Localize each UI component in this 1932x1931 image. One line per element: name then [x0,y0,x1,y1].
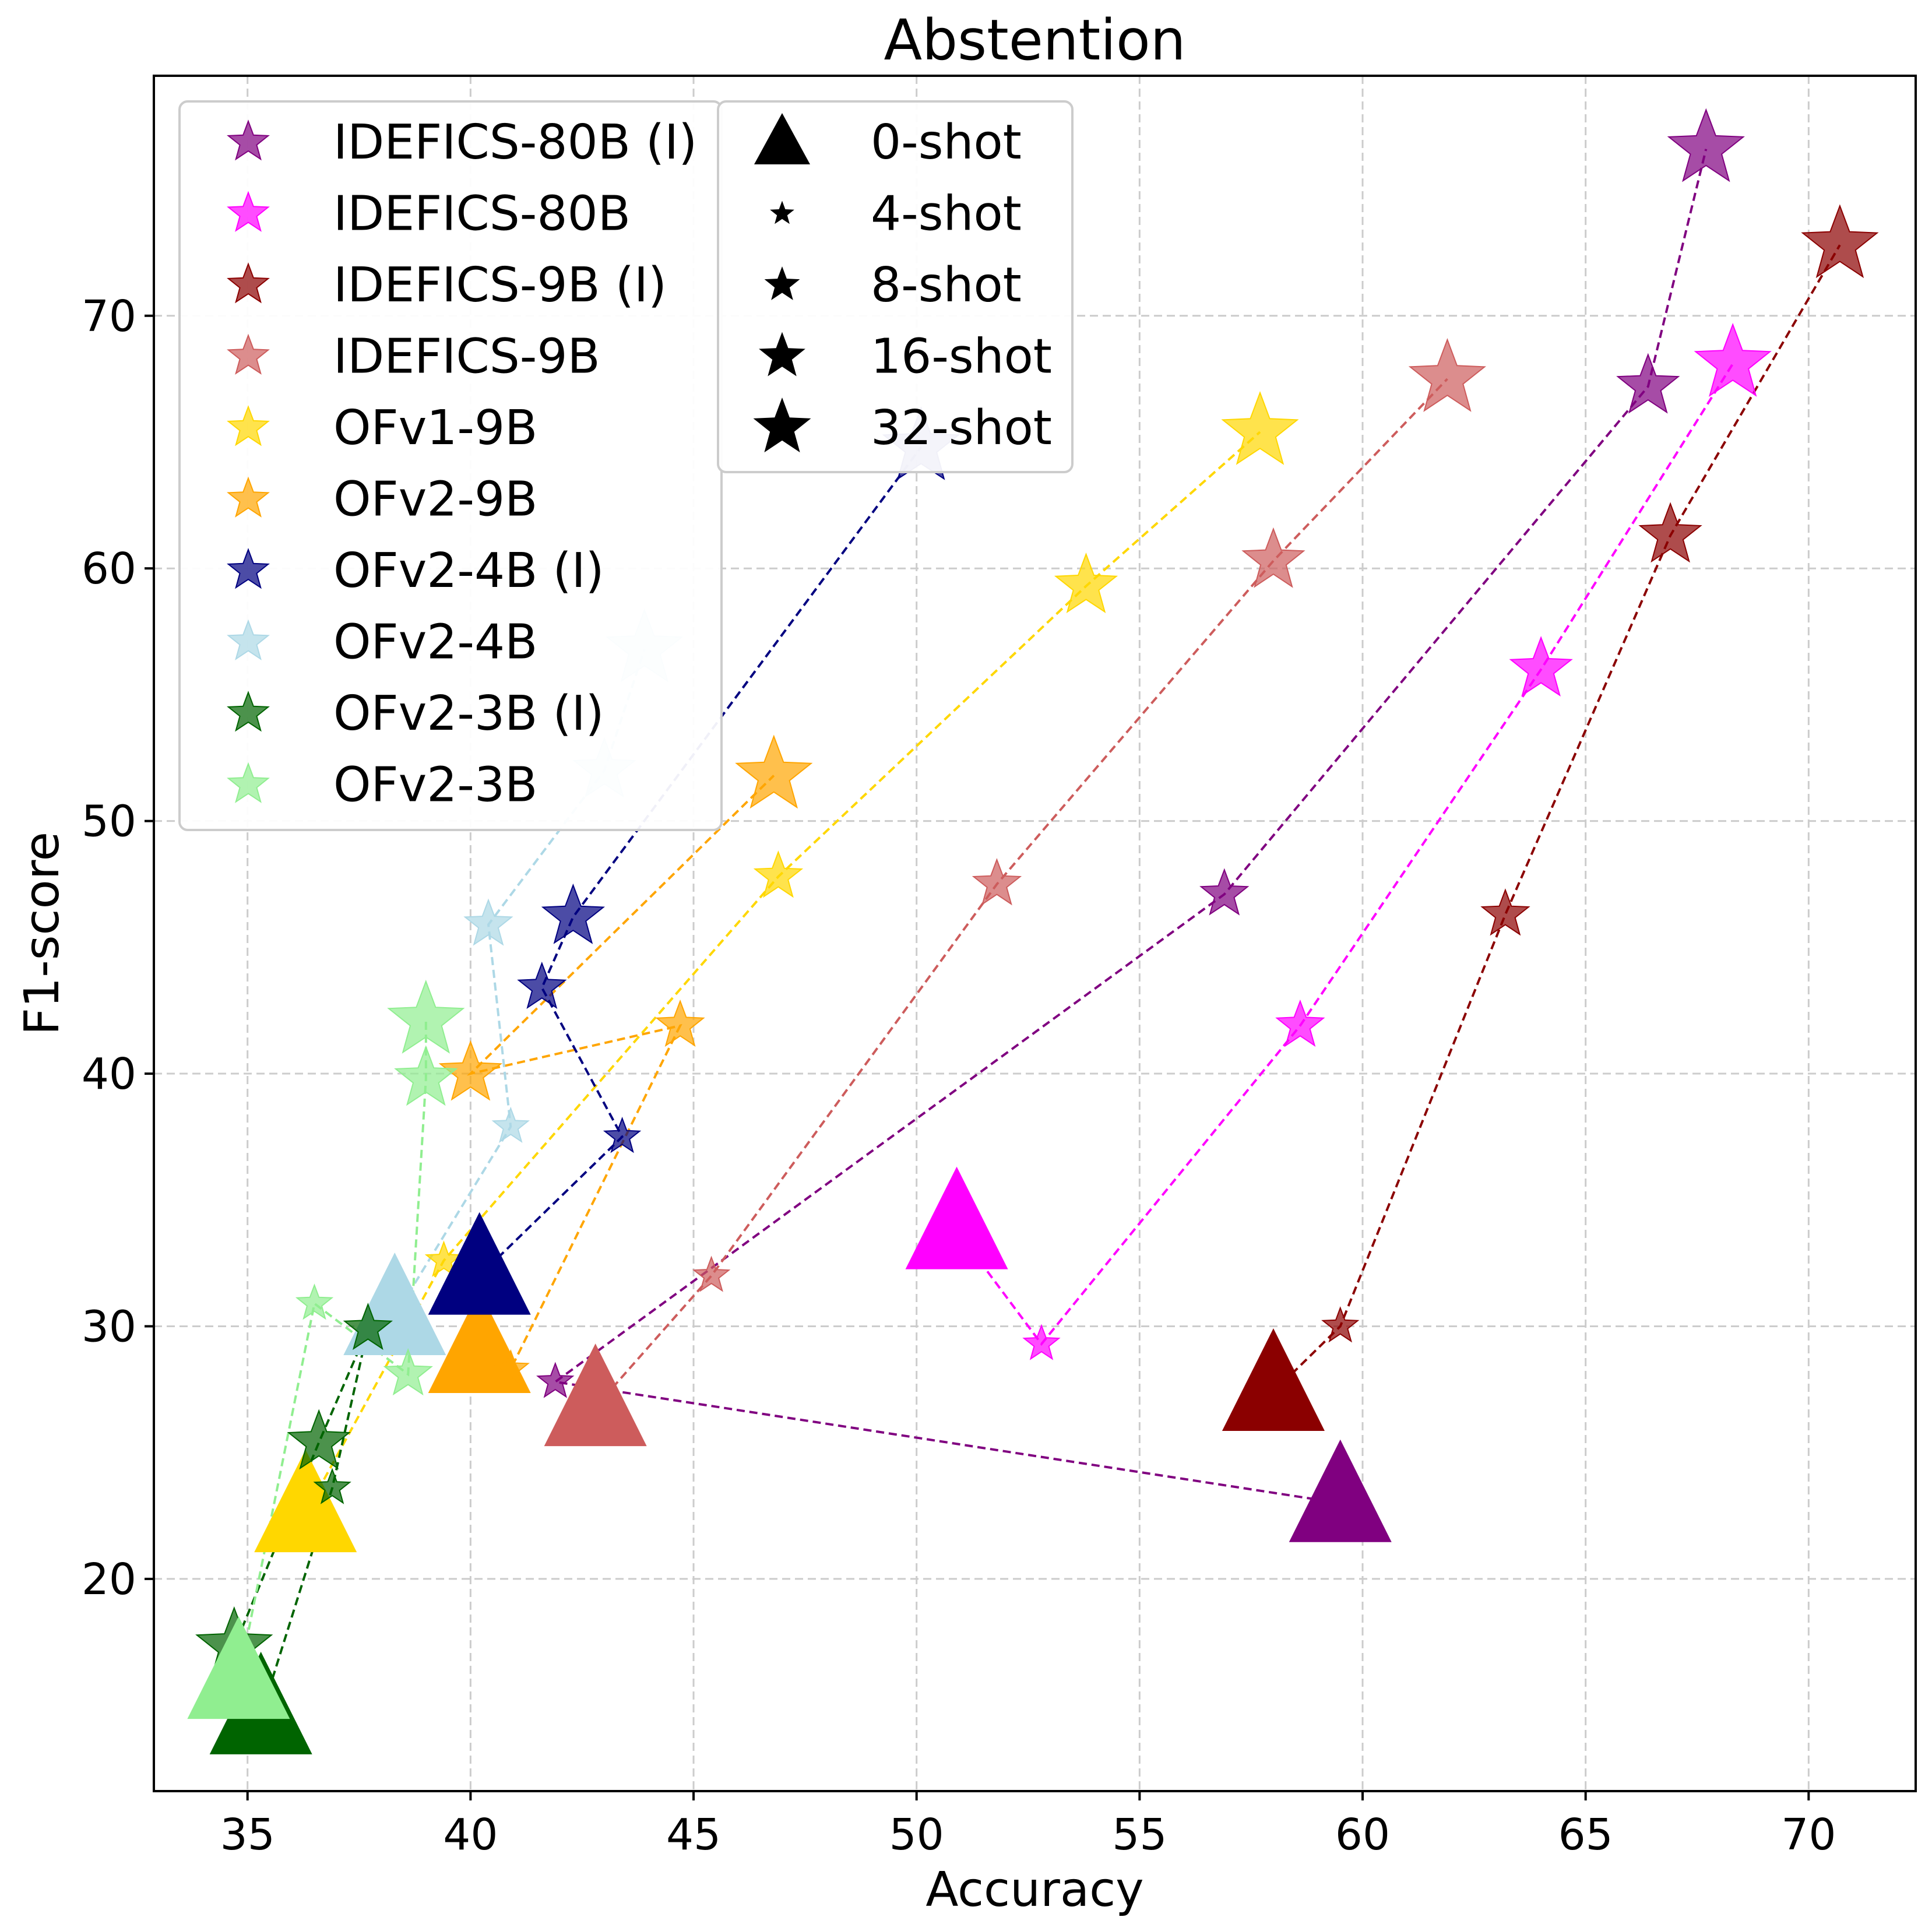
legend-marker-star-icon [227,119,270,161]
marker-ofv2-4b-i-4-shot [603,1117,642,1153]
marker-idefics-80b-0-shot [905,1166,1008,1269]
marker-ofv2-4b-8-shot [463,898,513,946]
marker-ofv2-3b-4-shot [295,1283,334,1320]
marker-ofv2-4b-i-8-shot [517,961,567,1010]
marker-idefics-80b-8-shot [1275,999,1325,1047]
marker-idefics-9b-8-shot [972,858,1022,906]
marker-idefics-9b-i-8-shot [1480,888,1530,936]
y-tick-label: 20 [82,1554,136,1605]
legend-marker-star-icon [227,476,270,518]
legend-shots: 0-shot 4-shot 8-shot 16-shot 32-shot [717,100,1074,473]
marker-ofv2-4b-i-0-shot [428,1212,531,1315]
x-tick-label: 40 [443,1810,498,1860]
legend-shot-label: 4-shot [871,187,1022,242]
legend-marker-star-icon [227,619,270,660]
legend-marker-star-icon [227,333,270,375]
legend-label: OFv1-9B [333,400,537,456]
legend-label: OFv2-3B (I) [333,686,604,741]
x-axis-label: Accuracy [925,1862,1143,1918]
marker-ofv2-3b-i-16-shot [287,1409,351,1470]
marker-idefics-9b-0-shot [544,1343,647,1447]
x-tick-label: 65 [1558,1810,1613,1860]
x-tick-label: 70 [1781,1810,1836,1860]
legend-triangle-icon [754,113,810,164]
legend-label: OFv2-9B [333,472,537,527]
legend-shot-label: 32-shot [871,400,1052,456]
marker-ofv2-3b-32-shot [387,979,465,1054]
marker-idefics-80b-16-shot [1509,636,1573,697]
marker-idefics-80b-i-4-shot [536,1362,575,1398]
y-tick-label: 70 [82,291,136,342]
marker-ofv2-9b-16-shot [438,1040,503,1101]
marker-idefics-9b-4-shot [692,1255,731,1292]
legend-models: IDEFICS-80B (I) IDEFICS-80B IDEFICS-9B (I)… [178,100,723,831]
legend-label: OFv2-4B [333,615,537,670]
legend-label: IDEFICS-9B (I) [333,258,667,313]
marker-idefics-80b-32-shot [1694,323,1772,397]
legend-shot-label: 8-shot [871,258,1022,313]
marker-ofv2-9b-8-shot [655,999,705,1047]
chart-title: Abstention [884,8,1185,73]
legend-marker-star-icon [227,262,270,304]
y-tick-label: 40 [82,1049,136,1099]
marker-ofv2-3b-i-4-shot [313,1468,351,1504]
marker-ofv2-3b-8-shot [383,1348,433,1396]
y-tick-label: 50 [82,797,136,847]
marker-ofv2-3b-16-shot [394,1045,458,1106]
plot-frame [153,75,1917,1792]
marker-idefics-80b-i-8-shot [1199,868,1250,916]
x-tick-label: 35 [220,1810,275,1860]
y-tick-label: 30 [82,1302,136,1352]
legend-star-icon [759,332,805,377]
marker-ofv1-9b-0-shot [254,1450,357,1553]
marker-idefics-80b-i-32-shot [1667,108,1745,182]
data-markers [187,108,1879,1754]
marker-ofv2-3b-i-8-shot [343,1302,393,1350]
marker-ofv2-3b-0-shot [187,1616,290,1719]
marker-idefics-80b-i-16-shot [1616,353,1680,414]
marker-idefics-9b-i-32-shot [1801,204,1879,279]
marker-idefics-9b-i-0-shot [1222,1328,1325,1431]
legend-label: OFv2-3B [333,758,537,813]
legend-star-icon [764,266,800,300]
legend-marker-star-icon [227,762,270,803]
marker-ofv1-9b-32-shot [1221,391,1299,465]
marker-ofv1-9b-8-shot [753,850,804,898]
legend-label: IDEFICS-9B [333,329,600,385]
legend-marker-star-icon [227,548,270,589]
legend-label: IDEFICS-80B [333,187,631,242]
axis-ticks: 35 40 45 50 55 60 65 70 20 30 40 50 60 70 [82,291,1836,1860]
y-axis-label: F1-score [15,832,70,1035]
x-tick-label: 45 [666,1810,721,1860]
marker-idefics-9b-16-shot [1241,527,1305,588]
legend-shot-label: 16-shot [871,329,1052,385]
x-tick-label: 50 [889,1810,944,1860]
legend-shot-label: 0-shot [871,115,1022,170]
legend-shots-frame [717,100,1074,473]
legend-label: IDEFICS-80B (I) [333,115,697,170]
marker-ofv2-9b-4-shot [491,1349,530,1386]
series-line-ofv2-4b-i [478,446,922,1277]
marker-ofv2-4b-4-shot [491,1106,530,1143]
x-tick-label: 60 [1335,1810,1390,1860]
legend-label: OFv2-4B (I) [333,543,604,599]
legend-marker-star-icon [227,405,270,446]
marker-ofv1-9b-16-shot [1054,553,1118,614]
x-tick-label: 55 [1112,1810,1167,1860]
marker-idefics-80b-i-0-shot [1289,1439,1392,1542]
marker-idefics-9b-i-16-shot [1638,502,1702,563]
y-tick-label: 60 [82,544,136,594]
marker-idefics-9b-32-shot [1408,338,1487,412]
marker-ofv1-9b-4-shot [424,1240,463,1277]
legend-star-icon [770,201,794,224]
marker-ofv2-4b-i-16-shot [541,883,606,944]
legend-marker-star-icon [227,691,270,732]
marker-idefics-80b-4-shot [1022,1324,1061,1360]
marker-idefics-9b-i-4-shot [1321,1306,1360,1343]
legend-star-icon [753,398,811,453]
legend-marker-star-icon [227,191,270,232]
marker-ofv2-9b-32-shot [735,734,813,809]
